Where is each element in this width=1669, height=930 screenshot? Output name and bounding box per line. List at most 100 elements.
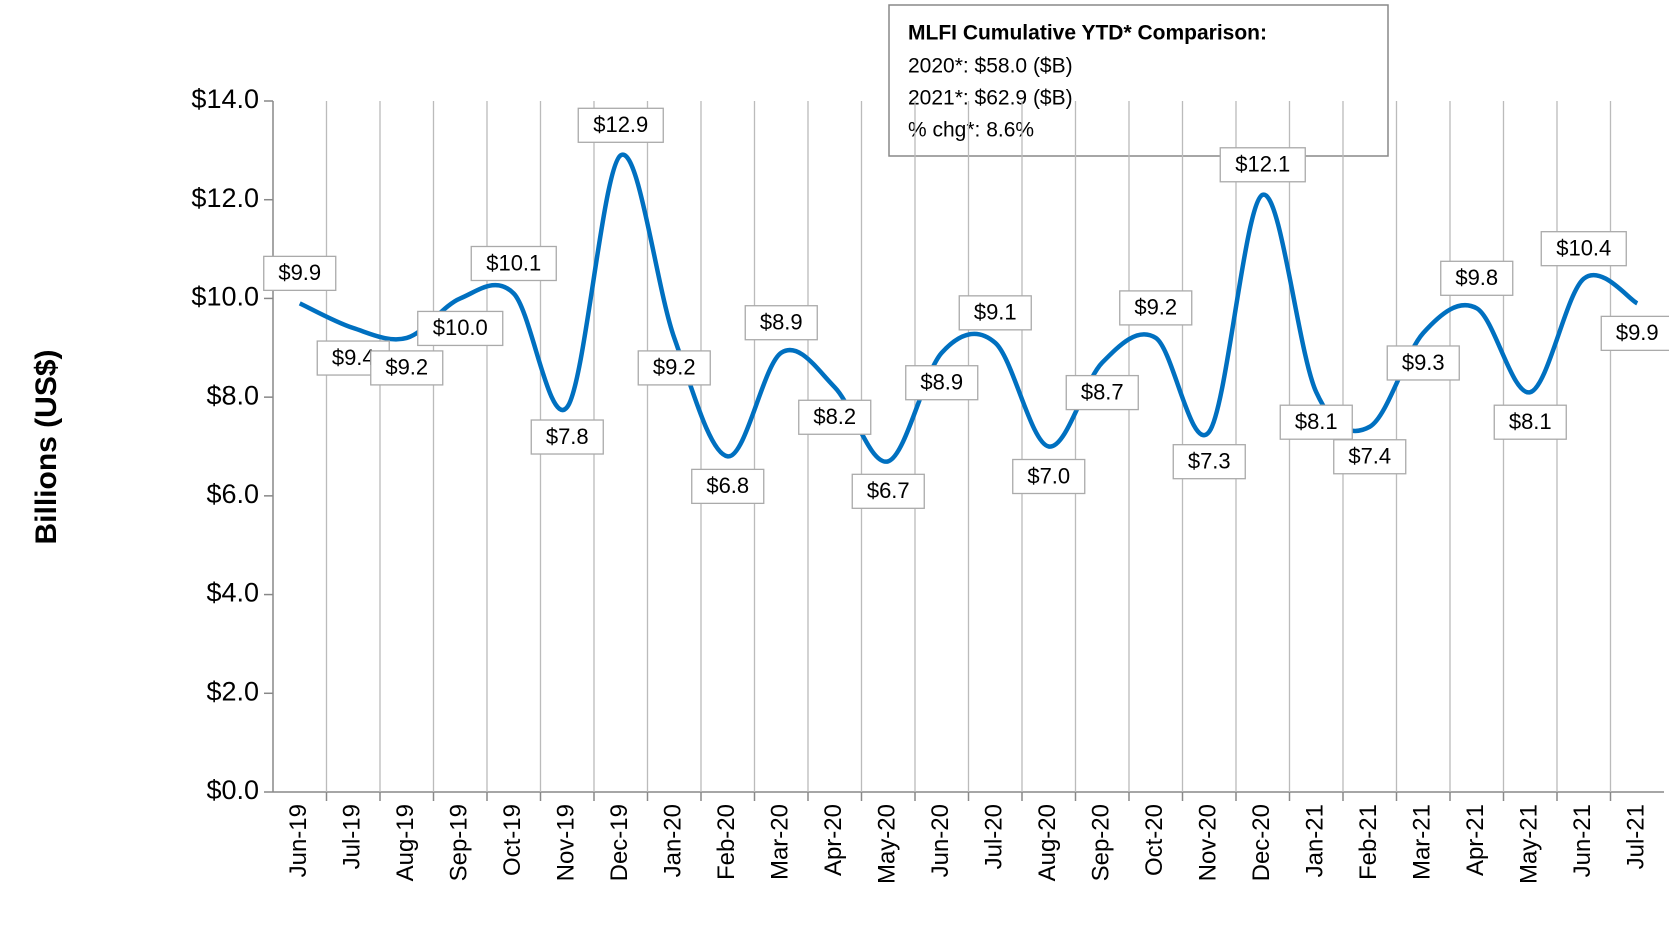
- annotation: MLFI Cumulative YTD* Comparison: 2020*: …: [888, 4, 1389, 157]
- data-label: $7.8: [530, 419, 604, 455]
- data-label-text: $10.0: [433, 315, 488, 340]
- data-label: $8.7: [1065, 374, 1139, 411]
- data-label-box: [1119, 290, 1193, 326]
- data-label-box: [1012, 458, 1086, 495]
- data-label-text: $9.9: [1616, 320, 1659, 345]
- data-label-text: $6.8: [706, 473, 749, 498]
- data-label-text: $9.8: [1455, 265, 1498, 290]
- data-label-box: [577, 107, 664, 143]
- x-tick-label: Jun-19: [285, 804, 312, 877]
- data-label-text: $7.8: [546, 424, 589, 449]
- y-tick-label: $14.0: [191, 84, 259, 114]
- data-label: $8.2: [798, 399, 872, 435]
- x-tick-label: Sep-20: [1088, 804, 1115, 881]
- data-label: $8.1: [1493, 404, 1567, 440]
- data-label-box: [1386, 345, 1460, 381]
- data-label: $7.3: [1172, 444, 1246, 480]
- x-tick-label: Jun-20: [927, 804, 954, 877]
- x-tick-label: Sep-19: [446, 804, 473, 881]
- data-label-box: [370, 350, 444, 386]
- data-label-box: [1440, 260, 1514, 296]
- x-tick-label: Mar-21: [1409, 804, 1436, 880]
- x-tick-label: Apr-21: [1462, 804, 1489, 876]
- data-label-text: $9.2: [385, 355, 428, 380]
- x-tick-label: Mar-20: [767, 804, 794, 880]
- data-label-text: $9.2: [653, 355, 696, 380]
- data-label-box: [851, 473, 925, 509]
- data-label: $8.9: [744, 305, 818, 341]
- data-label: $9.1: [958, 295, 1032, 331]
- data-label-box: [1493, 404, 1567, 440]
- annotation-line: 2020*: $58.0 ($B): [908, 55, 1073, 78]
- data-label: $10.0: [417, 310, 504, 347]
- y-tick-label: $2.0: [206, 676, 259, 706]
- data-label-box: [1540, 231, 1627, 267]
- data-label-text: $9.3: [1402, 350, 1445, 375]
- data-label: $7.4: [1333, 439, 1407, 475]
- y-tick-label: $8.0: [206, 380, 259, 410]
- data-label-text: $12.1: [1235, 152, 1290, 177]
- x-tick-label: Feb-21: [1355, 804, 1382, 880]
- data-label-text: $10.4: [1556, 235, 1611, 260]
- y-tick-label: $12.0: [191, 183, 259, 213]
- data-label-box: [1600, 315, 1669, 352]
- data-label-box: [798, 399, 872, 435]
- data-label: $8.9: [905, 365, 979, 401]
- data-label: $7.0: [1012, 458, 1086, 495]
- y-tick-label: $10.0: [191, 282, 259, 312]
- data-label: $12.9: [577, 107, 664, 143]
- data-label-text: $12.9: [593, 112, 648, 137]
- data-label-text: $8.1: [1295, 409, 1338, 434]
- data-label-box: [470, 245, 557, 282]
- x-tick-label: Dec-20: [1248, 804, 1275, 881]
- x-tick-label: Nov-20: [1195, 804, 1222, 881]
- annotation-line: % chg*: 8.6%: [908, 119, 1034, 142]
- data-label-box: [905, 365, 979, 401]
- annotation-title: MLFI Cumulative YTD* Comparison:: [908, 22, 1267, 45]
- annotation-box: [888, 4, 1389, 157]
- data-label: $6.7: [851, 473, 925, 509]
- data-label-text: $7.0: [1027, 463, 1070, 488]
- data-label-text: $10.1: [486, 250, 541, 275]
- data-label-box: [263, 255, 337, 292]
- x-tick-label: Jan-20: [660, 804, 687, 877]
- data-label: $9.2: [1119, 290, 1193, 326]
- data-label-text: $8.7: [1081, 379, 1124, 404]
- x-tick-label: Jun-21: [1569, 804, 1596, 877]
- data-label-text: $9.4: [332, 345, 375, 370]
- x-tick-label: Jan-21: [1302, 804, 1329, 877]
- x-tick-label: Oct-19: [499, 804, 526, 876]
- data-label-text: $8.9: [760, 310, 803, 335]
- data-label-box: [1065, 374, 1139, 411]
- data-label-box: [417, 310, 504, 347]
- data-label: $9.2: [637, 350, 711, 386]
- x-tick-label: May-20: [874, 804, 901, 884]
- x-tick-label: Jul-19: [339, 804, 366, 869]
- data-label-text: $8.2: [813, 404, 856, 429]
- data-label: $10.1: [470, 245, 557, 282]
- data-label: $9.3: [1386, 345, 1460, 381]
- data-label: $9.9: [263, 255, 337, 292]
- data-label-box: [1172, 444, 1246, 480]
- data-label-box: [744, 305, 818, 341]
- data-label-text: $7.4: [1348, 444, 1391, 469]
- x-tick-label: Feb-20: [713, 804, 740, 880]
- data-label-box: [530, 419, 604, 455]
- data-label: $8.1: [1279, 404, 1353, 440]
- x-tick-label: May-21: [1516, 804, 1543, 884]
- x-tick-label: Aug-20: [1034, 804, 1061, 881]
- y-tick-label: $0.0: [206, 775, 259, 805]
- data-label: $9.2: [370, 350, 444, 386]
- y-tick-label: $6.0: [206, 479, 259, 509]
- data-label: $12.1: [1219, 147, 1306, 183]
- x-tick-label: Apr-20: [820, 804, 847, 876]
- data-label-box: [1219, 147, 1306, 183]
- data-label-box: [691, 468, 765, 505]
- data-label: $9.9: [1600, 315, 1669, 352]
- data-label-text: $9.9: [278, 260, 321, 285]
- x-tick-label: Jul-21: [1623, 804, 1650, 869]
- data-label-text: $8.9: [920, 370, 963, 395]
- data-label-box: [1333, 439, 1407, 475]
- y-tick-label: $4.0: [206, 578, 259, 608]
